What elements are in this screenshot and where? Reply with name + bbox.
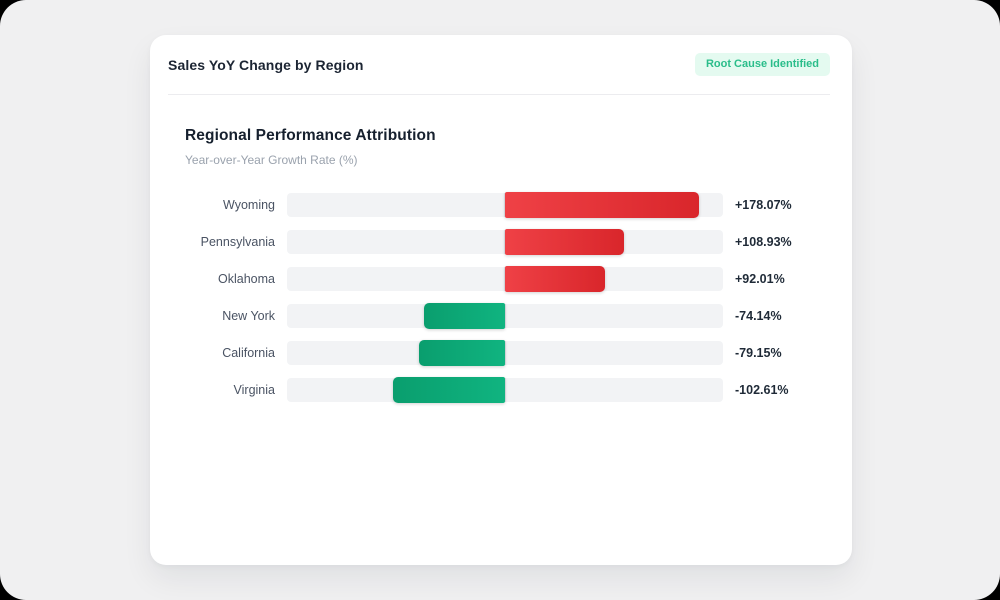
zero-axis-line [504,304,506,328]
value-label: -102.61% [735,383,789,397]
negative-value-bar[interactable] [424,303,505,329]
card-header: Sales YoY Change by Region Root Cause Id… [168,35,830,95]
category-label: Oklahoma [218,272,275,286]
category-label: Wyoming [223,198,275,212]
chart-subtitle: Year-over-Year Growth Rate (%) [185,153,358,167]
chart-title: Regional Performance Attribution [185,127,436,144]
bar-track [287,303,723,329]
positive-value-bar[interactable] [505,229,624,255]
chart-row: New York -74.14% [150,303,852,329]
chart-row: Pennsylvania +108.93% [150,229,852,255]
value-label: +92.01% [735,272,785,286]
status-badge: Root Cause Identified [694,52,830,77]
bar-track [287,266,723,292]
category-label: New York [222,309,275,323]
chart-row: Oklahoma +92.01% [150,266,852,292]
chart-row: Virginia -102.61% [150,377,852,403]
chart-row: California -79.15% [150,340,852,366]
value-label: +108.93% [735,235,792,249]
positive-value-bar[interactable] [505,192,700,218]
positive-value-bar[interactable] [505,266,606,292]
sales-yoy-card: Sales YoY Change by Region Root Cause Id… [150,35,852,565]
chart-row: Wyoming +178.07% [150,192,852,218]
category-label: California [222,346,275,360]
chart-section: Regional Performance Attribution Year-ov… [150,95,852,167]
value-label: -74.14% [735,309,782,323]
category-label: Pennsylvania [200,235,275,249]
bar-track [287,229,723,255]
bar-track [287,377,723,403]
zero-axis-line [504,378,506,402]
negative-value-bar[interactable] [393,377,505,403]
bar-track [287,192,723,218]
chart-rows: Wyoming +178.07% Pennsylvania +108.93% Oklah… [150,192,852,403]
card-title: Sales YoY Change by Region [168,56,364,73]
category-label: Virginia [233,383,275,397]
bar-track [287,340,723,366]
value-label: +178.07% [735,198,792,212]
zero-axis-line [504,341,506,365]
negative-value-bar[interactable] [418,340,505,366]
value-label: -79.15% [735,346,782,360]
